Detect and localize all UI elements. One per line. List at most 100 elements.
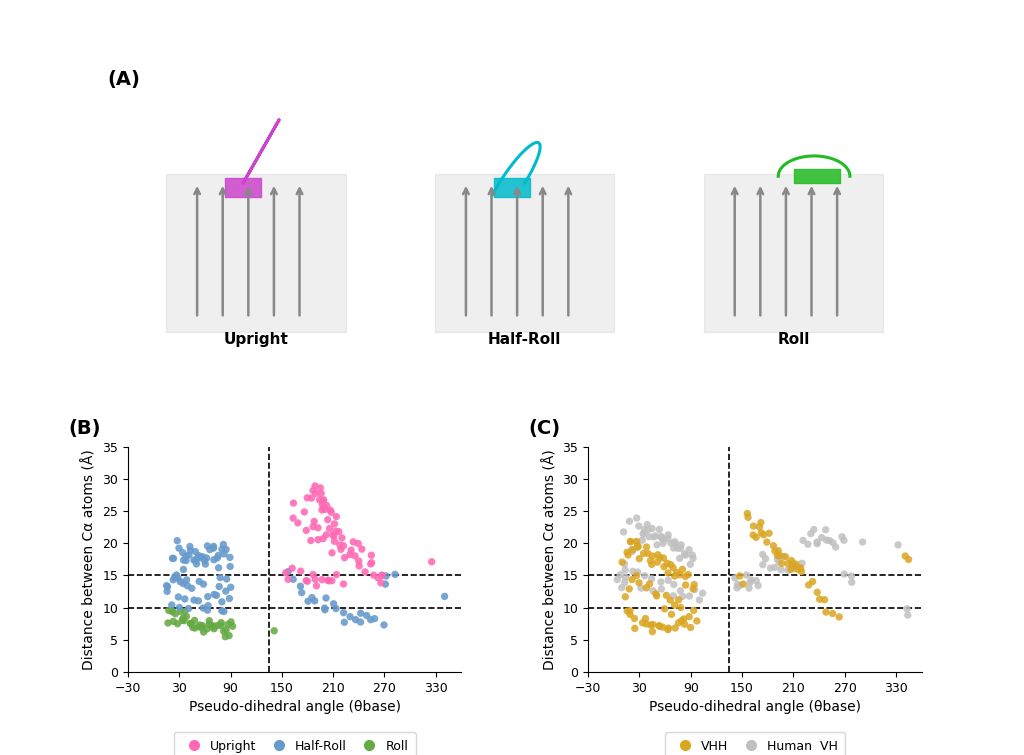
Point <box>740 582 757 594</box>
Point <box>206 542 222 554</box>
Point <box>620 549 636 561</box>
Point <box>648 590 665 602</box>
Point <box>325 528 341 541</box>
Point <box>647 530 664 542</box>
Point <box>748 532 764 544</box>
Point <box>762 562 778 574</box>
Point <box>188 558 205 570</box>
Point <box>775 550 792 562</box>
Point <box>298 525 314 537</box>
Point <box>677 570 693 582</box>
Text: Half-Roll: Half-Roll <box>488 332 561 347</box>
Point <box>296 506 312 518</box>
Point <box>729 578 745 590</box>
Point <box>682 621 698 633</box>
Point <box>336 540 352 552</box>
Point <box>818 606 835 618</box>
Point <box>621 583 637 595</box>
Point <box>183 618 200 630</box>
Point <box>181 541 198 553</box>
Point <box>190 550 207 562</box>
Point <box>176 593 193 605</box>
Point <box>627 612 643 624</box>
Point <box>178 550 195 562</box>
Point <box>680 569 696 581</box>
Point <box>307 480 324 492</box>
Point <box>306 516 323 528</box>
Point <box>686 578 702 590</box>
Point <box>202 618 218 630</box>
Point <box>630 540 646 552</box>
Point <box>324 575 340 587</box>
Point <box>645 618 662 630</box>
Point <box>167 571 183 583</box>
Point <box>216 548 232 560</box>
Point <box>186 615 203 627</box>
Point <box>813 532 829 544</box>
Point <box>197 555 213 567</box>
Point <box>182 544 199 556</box>
Point <box>654 538 671 550</box>
Point <box>178 611 195 623</box>
Point <box>343 544 359 556</box>
Point <box>206 623 222 635</box>
Point <box>313 487 330 499</box>
Point <box>160 581 176 593</box>
Point <box>743 574 760 586</box>
Point <box>750 580 766 592</box>
Point <box>220 618 237 630</box>
Point <box>783 557 800 569</box>
Point <box>660 575 677 587</box>
Point <box>196 578 212 590</box>
Point <box>350 538 367 550</box>
Point <box>655 561 672 573</box>
Point <box>165 574 181 586</box>
Point <box>779 557 796 569</box>
Point <box>744 529 761 541</box>
Point <box>347 614 364 626</box>
Point <box>649 556 666 569</box>
Point <box>324 547 340 559</box>
Point <box>370 572 386 584</box>
Point <box>170 591 186 603</box>
Point <box>735 578 752 590</box>
Point <box>221 630 238 642</box>
Point <box>191 575 208 587</box>
Point <box>676 547 692 559</box>
Point <box>364 556 380 569</box>
Point <box>366 569 382 581</box>
Point <box>313 574 330 586</box>
Point <box>182 618 199 630</box>
Point <box>671 593 687 606</box>
Point <box>324 506 340 518</box>
Point <box>631 577 647 589</box>
Point <box>169 618 185 630</box>
Point <box>773 564 790 576</box>
Point <box>794 565 810 578</box>
Point <box>666 542 682 554</box>
Point <box>685 604 701 616</box>
Point <box>308 580 325 592</box>
Point <box>624 574 640 586</box>
Point <box>328 510 344 522</box>
Point <box>681 611 697 623</box>
Point <box>686 584 702 596</box>
Point <box>342 611 358 623</box>
Point <box>609 574 626 586</box>
Point <box>294 587 310 599</box>
Point <box>654 621 671 633</box>
Point <box>318 500 335 512</box>
Point <box>315 502 332 514</box>
Point <box>782 563 799 575</box>
Point <box>215 538 231 550</box>
Point <box>623 535 639 547</box>
Point <box>752 521 768 533</box>
Point <box>689 615 706 627</box>
Point <box>353 543 370 555</box>
Point <box>727 572 743 584</box>
Point <box>653 583 670 595</box>
Point <box>667 599 683 611</box>
Point <box>817 524 834 536</box>
Point <box>170 572 186 584</box>
Point <box>779 564 796 576</box>
